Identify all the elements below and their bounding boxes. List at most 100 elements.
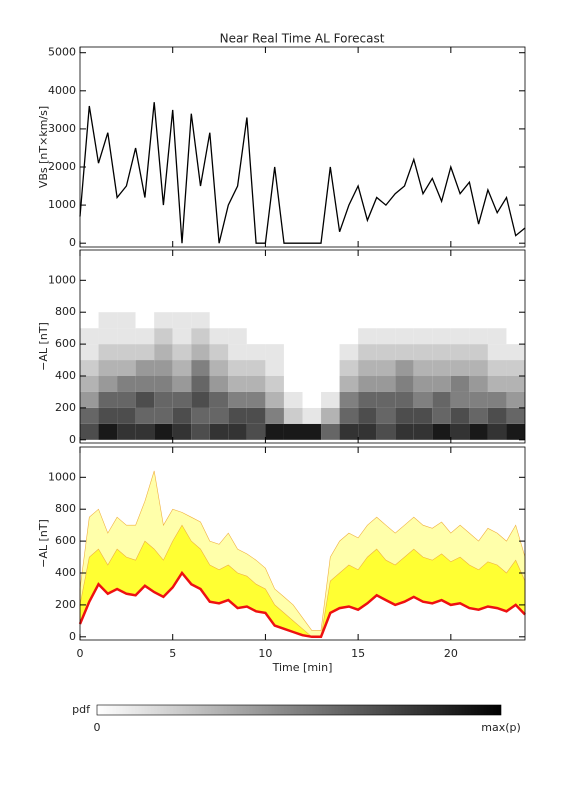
heat-cell <box>246 376 266 392</box>
heat-cell <box>376 407 396 424</box>
heat-cell <box>80 360 99 377</box>
heat-cell <box>172 328 192 345</box>
heat-cell <box>469 344 488 361</box>
heat-cell <box>395 328 414 345</box>
heat-cell <box>450 407 470 424</box>
heat-cell <box>413 407 433 424</box>
heat-cell <box>450 328 470 345</box>
heat-cell <box>469 376 488 392</box>
heat-cell <box>469 360 488 377</box>
heat-cell <box>450 423 470 440</box>
heat-cell <box>80 328 99 345</box>
heat-cell <box>209 344 229 361</box>
heat-cell <box>98 328 118 345</box>
heat-cell <box>117 391 136 408</box>
heat-cell <box>228 407 247 424</box>
heat-cell <box>80 312 99 329</box>
y-tick-label: 4000 <box>48 84 76 97</box>
heat-cell <box>228 328 247 345</box>
heat-cell <box>265 391 284 408</box>
heat-cell <box>172 312 192 329</box>
heat-cell <box>265 328 284 345</box>
heat-cell <box>117 407 136 424</box>
heat-cell <box>154 407 173 424</box>
x-tick-label: 15 <box>351 647 365 660</box>
y-tick-label: 1000 <box>48 470 76 483</box>
heat-cell <box>265 376 284 392</box>
heat-cell <box>265 423 284 440</box>
heat-cell <box>135 344 155 361</box>
heat-cell <box>98 312 118 329</box>
heat-cell <box>432 344 451 361</box>
heat-cell <box>432 376 451 392</box>
heat-cell <box>154 391 173 408</box>
heat-cell <box>246 391 266 408</box>
heat-cell <box>358 376 377 392</box>
heat-cell <box>358 360 377 377</box>
heat-cell <box>321 423 340 440</box>
heat-cell <box>506 391 525 408</box>
y-tick-label: 200 <box>55 598 76 611</box>
y-tick-label: 600 <box>55 337 76 350</box>
heat-cell <box>246 344 266 361</box>
y-tick-label: 0 <box>69 433 76 446</box>
heat-cell <box>191 407 210 424</box>
heat-cell <box>117 344 136 361</box>
heat-cell <box>283 344 303 361</box>
heat-cell <box>469 312 488 329</box>
heat-cell <box>246 407 266 424</box>
heat-cell <box>209 312 229 329</box>
heat-cell <box>358 344 377 361</box>
heat-cell <box>283 391 303 408</box>
heat-cell <box>98 376 118 392</box>
heat-cell <box>506 423 525 440</box>
heat-cell <box>506 344 525 361</box>
heat-cell <box>80 407 99 424</box>
heat-cell <box>228 312 247 329</box>
heat-cell <box>432 423 451 440</box>
heat-cell <box>339 391 359 408</box>
heat-cell <box>395 344 414 361</box>
y-tick-label: 200 <box>55 401 76 414</box>
heat-cell <box>154 344 173 361</box>
heat-cell <box>358 423 377 440</box>
heat-cell <box>450 376 470 392</box>
colorbar-label: pdf <box>72 703 91 716</box>
heat-cell <box>80 423 99 440</box>
heat-cell <box>469 328 488 345</box>
heat-cell <box>413 328 433 345</box>
heat-cell <box>135 312 155 329</box>
heat-cell <box>117 328 136 345</box>
heat-cell <box>302 407 322 424</box>
heat-cell <box>172 407 192 424</box>
heat-cell <box>117 423 136 440</box>
heat-cell <box>98 344 118 361</box>
heat-cell <box>339 423 359 440</box>
heat-cell <box>450 344 470 361</box>
heat-cell <box>98 423 118 440</box>
heat-cell <box>506 407 525 424</box>
colorbar-min: 0 <box>94 721 101 734</box>
heat-cell <box>98 407 118 424</box>
heat-cell <box>432 391 451 408</box>
heat-cell <box>432 312 451 329</box>
heat-cell <box>469 423 488 440</box>
heat-cell <box>154 312 173 329</box>
heat-cell <box>154 328 173 345</box>
heat-cell <box>80 376 99 392</box>
y-tick-label: 0 <box>69 236 76 249</box>
heat-cell <box>302 376 322 392</box>
heat-cell <box>321 391 340 408</box>
heat-cell <box>321 407 340 424</box>
heat-cell <box>283 312 303 329</box>
heat-cell <box>469 391 488 408</box>
x-axis-label: Time [min] <box>272 661 333 674</box>
heat-cell <box>376 391 396 408</box>
y-tick-label: 400 <box>55 369 76 382</box>
heat-cell <box>265 407 284 424</box>
panel-frame <box>79 46 526 248</box>
data-line <box>79 102 526 244</box>
heat-cell <box>246 312 266 329</box>
y-tick-label: 5000 <box>48 46 76 59</box>
